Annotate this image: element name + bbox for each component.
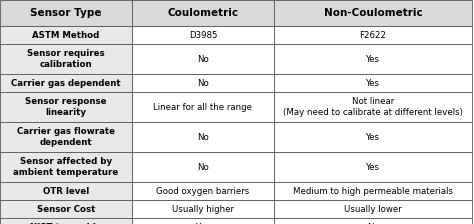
Text: NIST traceable: NIST traceable (30, 222, 102, 224)
Bar (132, 0, 274, 26)
Bar (132, 182, 274, 200)
Bar (274, 44, 472, 74)
Text: Sensor requires
calibration: Sensor requires calibration (27, 49, 105, 69)
Bar (132, 152, 274, 182)
Text: Yes: Yes (366, 162, 380, 172)
Bar (0, 74, 132, 92)
Text: Carrier gas flowrate
dependent: Carrier gas flowrate dependent (17, 127, 115, 147)
Text: ASTM Method: ASTM Method (32, 30, 100, 39)
Text: Usually higher: Usually higher (172, 205, 234, 213)
Bar (274, 92, 472, 122)
Text: Sensor Cost: Sensor Cost (37, 205, 95, 213)
Text: OTR level: OTR level (43, 187, 89, 196)
Text: Linear for all the range: Linear for all the range (154, 103, 253, 112)
Text: D3985: D3985 (189, 30, 217, 39)
Text: Carrier gas dependent: Carrier gas dependent (11, 78, 121, 88)
Text: No: No (197, 162, 209, 172)
Bar (274, 200, 472, 218)
Text: Yes: Yes (366, 133, 380, 142)
Bar (274, 26, 472, 44)
Bar (132, 122, 274, 152)
Bar (0, 44, 132, 74)
Bar (132, 26, 274, 44)
Text: Sensor Type: Sensor Type (30, 8, 102, 18)
Text: Sensor affected by
ambient temperature: Sensor affected by ambient temperature (13, 157, 118, 177)
Bar (0, 0, 132, 26)
Text: Not linear
(May need to calibrate at different levels): Not linear (May need to calibrate at dif… (283, 97, 463, 117)
Bar (0, 152, 132, 182)
Bar (274, 218, 472, 224)
Bar (132, 218, 274, 224)
Text: Coulometric: Coulometric (167, 8, 238, 18)
Text: Usually lower: Usually lower (344, 205, 402, 213)
Text: No: No (197, 78, 209, 88)
Bar (0, 122, 132, 152)
Text: F2622: F2622 (359, 30, 386, 39)
Bar (274, 122, 472, 152)
Text: Yes: Yes (366, 78, 380, 88)
Text: Sensor response
linearity: Sensor response linearity (25, 97, 107, 117)
Bar (132, 44, 274, 74)
Bar (274, 0, 472, 26)
Bar (0, 218, 132, 224)
Bar (132, 92, 274, 122)
Text: Yes: Yes (366, 54, 380, 63)
Text: Yes: Yes (196, 222, 210, 224)
Text: No: No (197, 133, 209, 142)
Text: Good oxygen barriers: Good oxygen barriers (156, 187, 250, 196)
Bar (132, 74, 274, 92)
Bar (274, 182, 472, 200)
Bar (0, 182, 132, 200)
Text: Non-Coulometric: Non-Coulometric (324, 8, 422, 18)
Bar (0, 200, 132, 218)
Text: No: No (367, 222, 379, 224)
Bar (132, 200, 274, 218)
Bar (274, 152, 472, 182)
Bar (0, 92, 132, 122)
Text: No: No (197, 54, 209, 63)
Bar (274, 74, 472, 92)
Text: Medium to high permeable materials: Medium to high permeable materials (293, 187, 453, 196)
Bar (0, 26, 132, 44)
